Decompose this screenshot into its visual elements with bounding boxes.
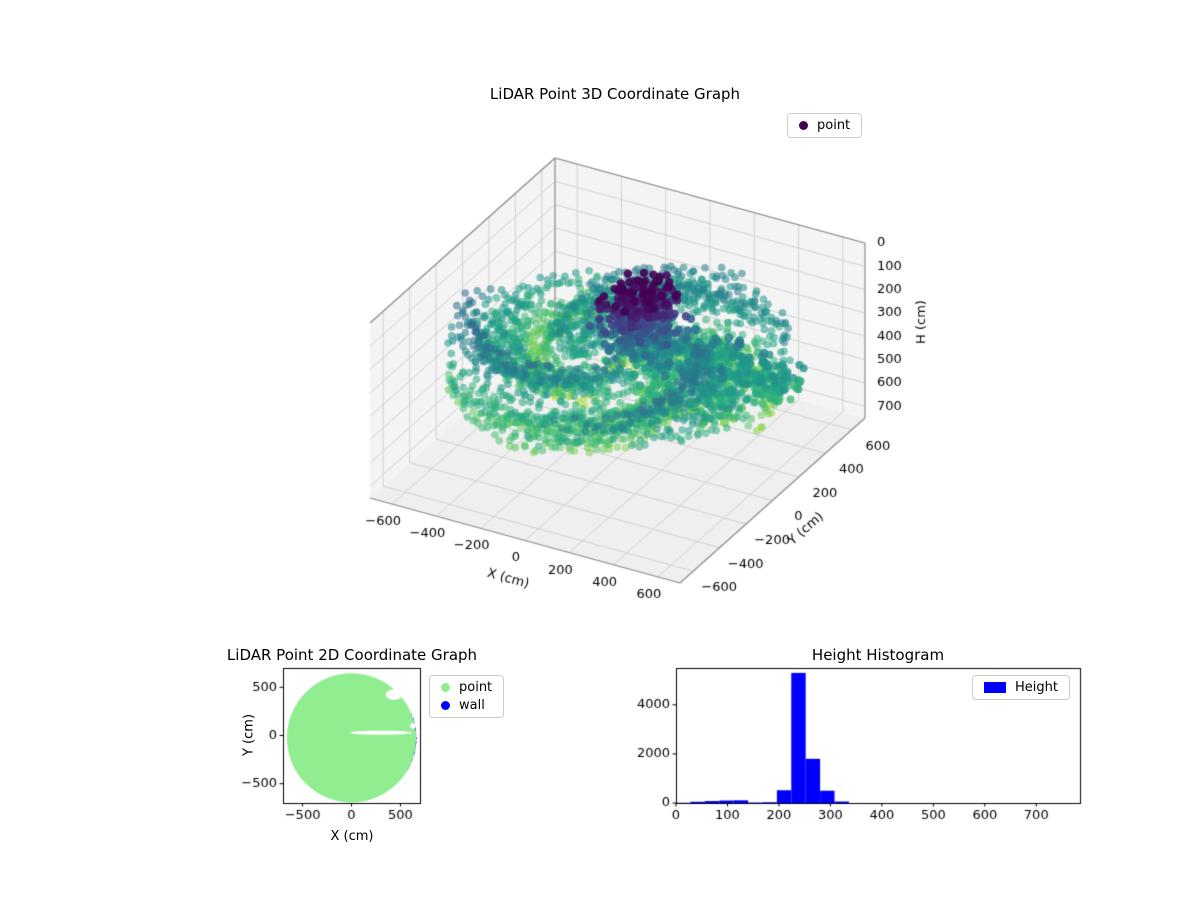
wall-marker-icon [441,701,450,710]
legend-label-point: point [817,118,851,133]
plot2d-ylabel: Y (cm) [241,713,257,757]
hist-legend: Height [972,675,1070,700]
plot2d-xlabel: X (cm) [330,829,374,844]
height-patch-icon [984,682,1006,693]
legend-item-point: point [799,119,850,132]
legend-label-wall: wall [459,698,485,713]
plot3d-title: LiDAR Point 3D Coordinate Graph [489,85,741,103]
plot2d-title: LiDAR Point 2D Coordinate Graph [226,646,478,664]
plot2d-legend: point wall [429,675,505,718]
legend-item-wall: wall [441,699,492,712]
legend-label-point: point [459,680,493,695]
plot3d-legend: point [787,113,863,138]
legend-item-point: point [441,681,492,694]
point-marker-icon [441,683,450,692]
hist-title: Height Histogram [811,646,945,664]
legend-label-height: Height [1015,680,1058,695]
legend-item-height: Height [984,681,1058,694]
point-marker-icon [799,121,808,130]
